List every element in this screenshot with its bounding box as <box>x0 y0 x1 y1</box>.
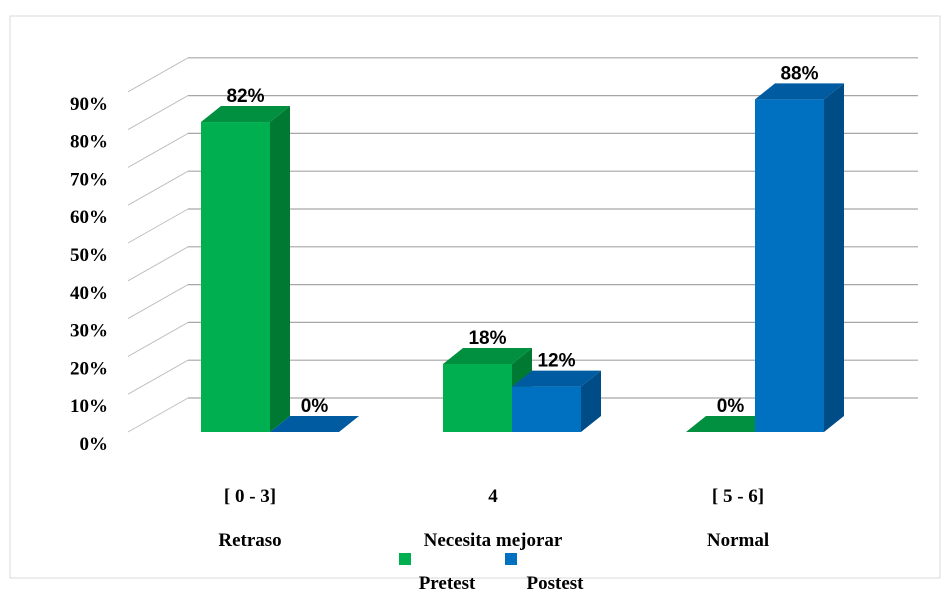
gridline-diagonal <box>127 359 189 395</box>
gridline-diagonal <box>127 57 189 93</box>
bar-top <box>201 106 290 123</box>
gridline-diagonal <box>127 170 189 206</box>
y-tick-label: 30% <box>70 321 108 342</box>
category-name-label: Necesita mejorar <box>424 530 563 551</box>
bar-top <box>443 347 532 364</box>
bar-top <box>686 416 775 432</box>
bar-top <box>512 370 601 387</box>
bar-front <box>755 99 824 433</box>
y-tick-label: 20% <box>70 358 108 379</box>
legend-label: Pretest <box>419 573 476 591</box>
data-label: 0% <box>301 396 329 417</box>
y-axis-ticks: 0% 10% 20% 30% 40% 50% 60% 70% 80% 90% <box>70 94 108 455</box>
data-label: 82% <box>226 86 264 107</box>
gridline-diagonal <box>127 132 189 168</box>
y-tick-label: 60% <box>70 207 108 228</box>
bar-front <box>443 363 512 432</box>
gridline-diagonal <box>127 208 189 244</box>
gridline-diagonal <box>127 397 189 433</box>
data-label: 0% <box>717 396 745 417</box>
gridline-diagonal <box>127 321 189 357</box>
y-tick-label: 50% <box>70 245 108 266</box>
bar-front <box>201 122 270 432</box>
bar-side <box>824 83 844 433</box>
bar-side <box>270 106 290 432</box>
y-tick-label: 80% <box>70 132 108 153</box>
category-name-label: Normal <box>707 530 769 551</box>
y-tick-label: 90% <box>70 94 108 115</box>
gridline-diagonal <box>127 284 189 320</box>
chart-border <box>9 15 941 579</box>
y-tick-label: 0% <box>80 434 109 455</box>
legend-swatch <box>399 553 411 565</box>
bar-top <box>755 83 844 100</box>
category-range-label: 4 <box>488 486 498 507</box>
legend: Pretest Postest <box>399 553 584 591</box>
gridline-diagonal <box>127 246 189 282</box>
bar-front <box>512 386 581 432</box>
data-label: 12% <box>537 351 575 372</box>
bar-side <box>581 370 601 432</box>
category-name-label: Retraso <box>218 530 281 551</box>
data-labels: 82% 0% 18% 12% 0% 88% <box>226 63 818 417</box>
data-label: 18% <box>468 328 506 349</box>
data-label: 88% <box>780 63 818 84</box>
category-range-label: [ 5 - 6] <box>712 486 764 507</box>
bar-top <box>270 416 359 432</box>
legend-label: Postest <box>527 573 585 591</box>
y-tick-label: 70% <box>70 169 108 190</box>
y-tick-label: 10% <box>70 396 108 417</box>
gridline-diagonal <box>127 95 189 131</box>
bars <box>201 83 844 433</box>
category-range-label: [ 0 - 3] <box>224 486 276 507</box>
y-tick-label: 40% <box>70 283 108 304</box>
category-labels: [ 0 - 3] Retraso 4 Necesita mejorar [ 5 - 6]… <box>218 486 769 551</box>
legend-swatch <box>505 553 517 565</box>
